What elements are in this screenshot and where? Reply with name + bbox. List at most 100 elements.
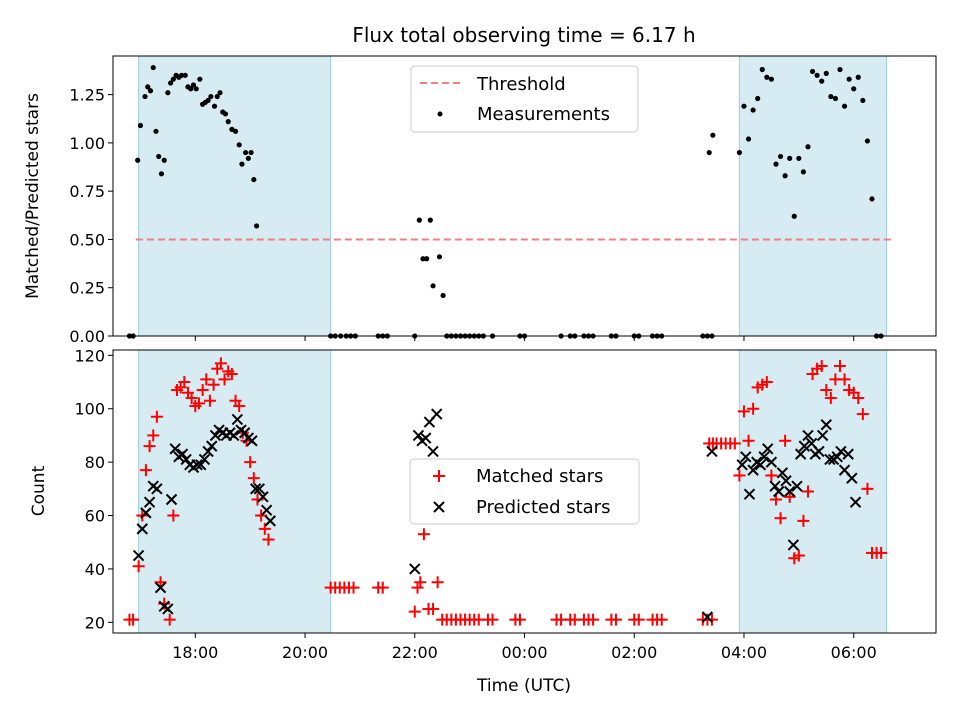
measurement-point [814,72,820,78]
matched-stars-point [185,392,198,405]
top-title: Flux total observing time = 6.17 h [352,23,695,47]
bottom-x-label: Time (UTC) [476,676,571,696]
matched-stars-point [167,509,180,522]
measurement-point [242,149,249,156]
measurement-point [239,161,245,167]
matched-stars-point [408,605,421,618]
measurement-point [416,217,422,223]
x-tick-label: 06:00 [831,643,877,662]
measurement-point [245,155,251,161]
measurement-point [208,93,214,100]
predicted-stars-point [162,603,174,615]
bottom-y-tick-label: 120 [74,346,105,365]
measurement-point [787,155,793,161]
predicted-stars-point [765,456,778,468]
matched-stars-point [200,373,213,386]
predicted-stars-point [754,459,767,471]
matched-stars-point [414,576,427,589]
measurement-point [777,153,784,160]
predicted-stars-point [783,485,796,498]
predicted-stars-point [835,445,847,458]
matched-stars-point [728,437,741,450]
measurement-point [165,90,171,96]
predicted-stars-point [257,491,269,503]
measurement-point [153,128,159,134]
matched-stars-point [376,581,389,594]
predicted-stars-point [140,507,152,519]
predicted-stars-point [758,451,770,463]
matched-stars-point [427,602,440,615]
x-tick-label: 00:00 [501,643,547,662]
matched-stars-point [163,613,176,626]
matched-stars-point [255,509,268,522]
measurement-point [248,149,254,156]
predicted-stars-point [260,504,273,516]
x-tick-label: 18:00 [172,643,218,662]
predicted-stars-point [706,445,718,458]
predicted-stars-point [762,443,774,455]
predicted-stars-point [409,563,421,575]
measurement-point [837,66,843,73]
measurement-point [796,155,802,161]
predicted-stars-point [206,440,218,452]
measurement-point [205,97,211,104]
matched-stars-point [513,613,526,626]
measurement-point [253,223,260,229]
matched-stars-point [765,469,778,482]
top-y-tick-label: 1.25 [69,86,105,105]
measurement-point [773,161,779,167]
matched-stars-point [139,464,152,477]
measurement-point [755,95,761,102]
predicted-stars-point [154,581,167,594]
measurement-point [145,84,151,90]
predicted-stars-point [802,429,814,442]
measurement-point [150,64,156,71]
matched-stars-point [207,378,220,391]
matched-stars-point [797,514,810,527]
measurement-point [768,76,775,82]
measurement-point [424,256,430,262]
bottom-y-tick-label: 80 [85,453,105,472]
matched-stars-point [737,405,750,418]
predicted-stars-point [842,448,854,460]
measurement-point [427,217,433,223]
measurement-point [197,76,203,82]
measurement-point [710,132,716,138]
bottom-legend: Matched stars Predicted stars [409,458,640,525]
matched-stars-point [178,376,191,389]
matched-stars-point [856,408,869,421]
measurement-point [764,74,770,80]
matched-stars-point [150,410,163,423]
matched-stars-point [815,360,828,373]
top-shaded-window [138,55,332,337]
predicted-stars-point [420,432,432,444]
legend-threshold-label: Threshold [476,74,566,95]
predicted-stars-point [431,408,443,420]
matched-stars-point [632,613,645,626]
predicted-stars-point [165,493,178,506]
top-y-tick-label: 0.75 [69,182,105,201]
predicted-stars-point [747,464,759,476]
measurement-point [809,68,816,75]
bottom-x-ticks: 18:00 20:00 22:00 00:00 02:00 04:00 06:00 [172,633,877,662]
predicted-stars-point [794,448,807,460]
predicted-stars-point [246,435,258,447]
predicted-stars-point [816,429,829,442]
predicted-stars-point [231,413,244,426]
top-y-tick-label: 0.00 [69,327,105,346]
measurement-point [232,128,239,134]
matched-stars-point [127,613,140,626]
top-y-label: Matched/Predicted stars [23,93,43,299]
predicted-stars-point [780,475,792,487]
matched-stars-point [820,384,833,397]
matched-stars-point [233,400,246,413]
matched-stars-point [203,394,216,407]
measurement-point [855,74,861,80]
matched-stars-point [861,482,874,495]
measurement-point [828,93,834,100]
measurement-point [170,76,176,82]
predicted-stars-point [740,451,752,463]
predicted-stars-point [846,472,858,484]
measurement-point [178,72,185,78]
predicted-stars-point [791,480,803,492]
